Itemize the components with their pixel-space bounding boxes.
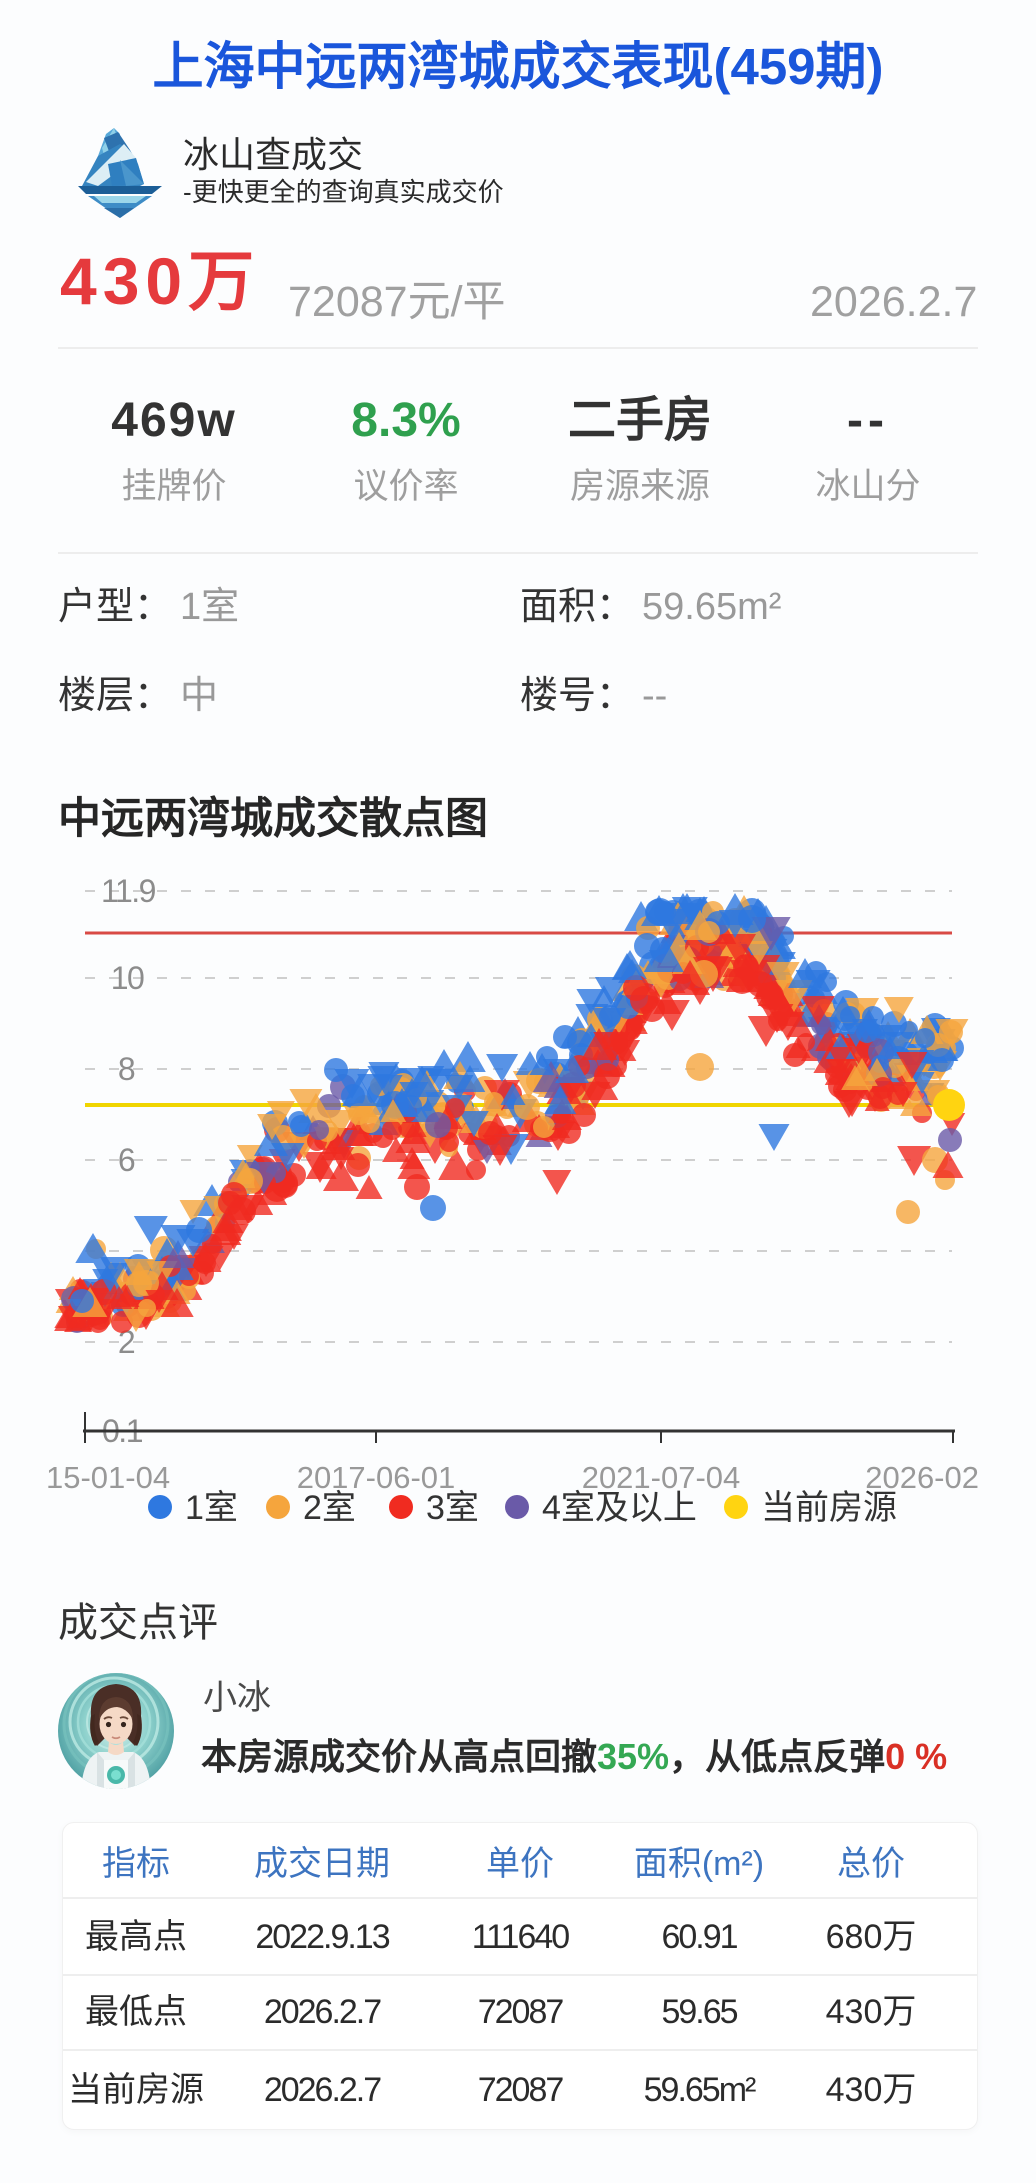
svg-text:3室: 3室 (426, 1489, 479, 1527)
svg-text:2017-06-01: 2017-06-01 (297, 1460, 456, 1495)
svg-text:4室及以上: 4室及以上 (542, 1489, 697, 1527)
svg-text:2: 2 (118, 1324, 135, 1360)
svg-text:2室: 2室 (303, 1489, 356, 1527)
svg-text:2026-02: 2026-02 (865, 1460, 979, 1495)
svg-text:当前房源: 当前房源 (761, 1489, 897, 1527)
svg-text:2021-07-04: 2021-07-04 (582, 1460, 741, 1495)
svg-text:1室: 1室 (185, 1489, 238, 1527)
svg-text:8: 8 (118, 1051, 135, 1087)
svg-text:11.9: 11.9 (101, 873, 156, 909)
svg-text:15-01-04: 15-01-04 (46, 1460, 170, 1495)
svg-text:10: 10 (111, 960, 144, 996)
svg-text:6: 6 (118, 1142, 135, 1178)
